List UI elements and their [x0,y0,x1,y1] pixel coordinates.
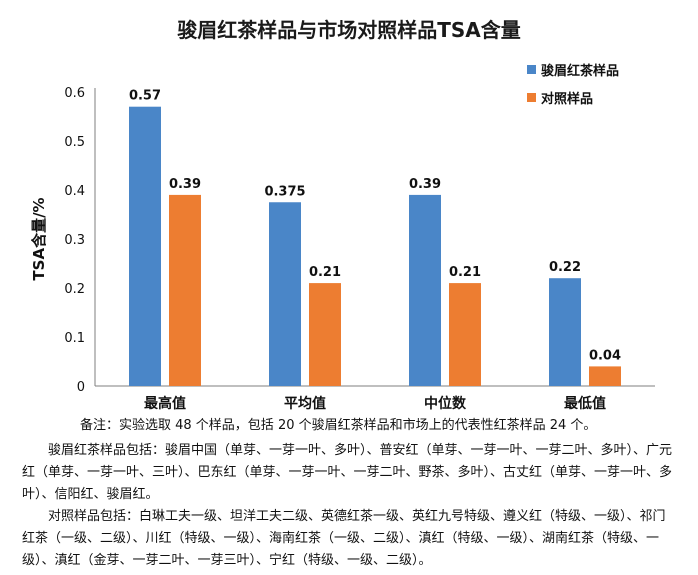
bar-control [169,194,201,386]
chart-note: 备注：实验选取 48 个样品，包括 20 个骏眉红茶样品和市场上的代表性红茶样品… [80,418,597,433]
y-tick-label: 0.3 [64,233,85,248]
bar-control [449,283,481,386]
bar-junmei [129,106,161,386]
x-category-label: 最高值 [144,395,186,410]
x-category-label: 中位数 [424,395,467,410]
x-category-label: 最低值 [564,395,606,410]
data-label: 0.39 [169,177,201,192]
bar-junmei [549,278,581,386]
data-label: 0.21 [309,265,341,280]
y-axis-label: TSA含量/% [30,197,48,280]
y-tick-label: 0 [77,380,85,395]
legend-swatch [527,65,536,74]
y-tick-label: 0.5 [64,135,85,150]
legend-swatch [527,93,536,102]
y-tick-label: 0.2 [64,282,85,297]
x-category-label: 平均值 [284,395,326,410]
y-tick-label: 0.6 [64,86,85,101]
bar-junmei [269,202,301,386]
data-label: 0.22 [549,260,581,275]
legend-label: 骏眉红茶样品 [541,63,619,79]
y-tick-label: 0.1 [64,331,85,346]
data-label: 0.39 [409,177,441,192]
data-label: 0.21 [449,265,481,280]
control-description-paragraph: 对照样品包括：白琳工夫一级、坦洋工夫二级、英德红茶一级、英红九号特级、遵义红（特… [22,509,666,568]
legend-label: 对照样品 [541,91,593,107]
bar-junmei [409,194,441,386]
bar-control [309,283,341,386]
sample-description-paragraph: 骏眉红茶样品包括：骏眉中国（单芽、一芽一叶、多叶）、普安红（单芽、一芽一叶、一芽… [22,443,673,502]
data-label: 0.57 [129,89,161,104]
data-label: 0.375 [264,184,305,199]
y-tick-label: 0.4 [64,184,85,199]
chart-title: 骏眉红茶样品与市场对照样品TSA含量 [177,18,521,42]
bar-control [589,366,621,386]
data-label: 0.04 [589,348,621,363]
bar-chart: 0 0.1 0.2 0.3 0.4 0.5 0.6 TSA含量/% 0.57 0.39 最高值 0.3… [30,63,655,410]
